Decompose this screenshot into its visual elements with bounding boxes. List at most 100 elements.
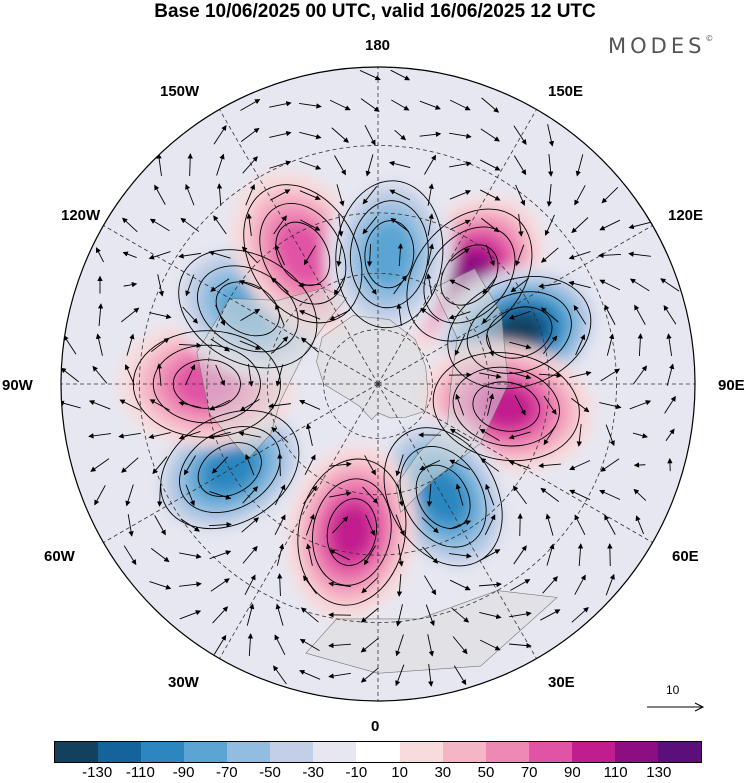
- wind-vector: [245, 453, 255, 476]
- wind-vector: [391, 99, 410, 111]
- wind-vector: [540, 609, 561, 621]
- wind-vector: [479, 428, 500, 441]
- wind-vector: [178, 252, 201, 259]
- wind-vector: [275, 364, 284, 387]
- meridian-line: [103, 383, 379, 543]
- wind-vector: [480, 159, 501, 171]
- wind-vector: [270, 277, 289, 293]
- colorbar-swatch: [356, 742, 400, 762]
- wind-vector: [577, 543, 584, 567]
- wind-vector: [209, 491, 232, 500]
- wind-vector: [329, 99, 351, 111]
- wind-vector: [213, 634, 227, 655]
- wind-vector: [240, 99, 261, 111]
- wind-vector: [274, 244, 285, 266]
- wind-vector: [300, 219, 321, 231]
- wind-vector: [156, 363, 163, 386]
- colorbar-tick-label: 70: [520, 764, 538, 781]
- wind-vector: [455, 483, 464, 506]
- wind-vector: [538, 283, 561, 289]
- wind-vector: [157, 274, 165, 297]
- wind-vector: [574, 514, 586, 536]
- wind-vector: [126, 333, 135, 356]
- wind-vector: [396, 303, 402, 326]
- wind-vector: [271, 426, 289, 443]
- wind-vector: [179, 581, 202, 587]
- colorbar-swatch: [141, 742, 185, 762]
- wind-vector: [395, 634, 404, 657]
- wind-vector: [395, 664, 405, 687]
- wind-vector: [544, 214, 555, 236]
- colorbar-tick-label: -10: [345, 764, 368, 781]
- wind-vector: [419, 459, 441, 471]
- height-contour: [440, 244, 499, 306]
- wind-vector: [240, 308, 261, 321]
- wind-vector: [365, 514, 376, 536]
- wind-vector: [547, 124, 555, 147]
- wind-vector: [546, 184, 553, 207]
- colorbar-tick-label: -50: [259, 764, 281, 781]
- wind-vector: [94, 485, 106, 506]
- wind-vector: [513, 155, 527, 176]
- wind-vector: [479, 372, 502, 379]
- wind-vector: [600, 458, 620, 472]
- wind-vector: [629, 278, 650, 292]
- wind-vector: [88, 400, 111, 410]
- wind-vector: [487, 393, 495, 416]
- wind-vector: [571, 397, 590, 413]
- wind-vector: [180, 518, 200, 532]
- wind-vector: [123, 545, 137, 566]
- wind-vector: [571, 217, 589, 234]
- wind-vector: [397, 544, 404, 567]
- wind-vector: [453, 665, 467, 686]
- wind-vector: [600, 368, 621, 382]
- wind-vector: [421, 517, 439, 534]
- wind-vector: [637, 333, 644, 357]
- wind-vector: [328, 672, 351, 679]
- wind-vector: [601, 186, 619, 204]
- label-180: 180: [365, 37, 391, 54]
- wind-vector: [180, 217, 200, 232]
- wind-vector: [299, 669, 321, 680]
- wind-vector: [599, 219, 621, 231]
- colorbar-tick-label: 110: [603, 764, 628, 781]
- wind-vector: [598, 252, 622, 259]
- wind-vector: [510, 277, 529, 293]
- wind-vector: [244, 574, 256, 595]
- anomaly-band: [364, 220, 415, 288]
- land-layer: [196, 268, 558, 674]
- wind-vector: [365, 154, 374, 177]
- wind-vector: [277, 453, 283, 477]
- latitude-circle: [266, 272, 490, 496]
- wind-vector: [512, 485, 527, 505]
- label-30e: 30E: [548, 674, 575, 691]
- wind-vector: [269, 101, 292, 108]
- wind-vector: [61, 400, 81, 409]
- wind-vector: [569, 460, 591, 471]
- label-30w: 30W: [168, 674, 199, 691]
- wind-vector: [426, 484, 433, 507]
- height-contour: [178, 249, 318, 369]
- wind-vector: [241, 246, 258, 264]
- wind-vector: [328, 642, 352, 649]
- wind-vector: [424, 154, 436, 175]
- wind-vector: [329, 461, 352, 467]
- wind-vector: [481, 97, 500, 113]
- wind-vector: [664, 395, 676, 414]
- label-150w: 150W: [160, 83, 200, 100]
- colorbar-tick-label: -130: [82, 764, 113, 781]
- wind-vector: [334, 275, 346, 296]
- wind-vector: [395, 454, 404, 477]
- wind-vector: [208, 521, 232, 528]
- meridian-line: [219, 109, 379, 385]
- polar-map: [60, 66, 696, 702]
- wind-vector: [215, 364, 226, 386]
- wind-vector: [508, 460, 531, 469]
- height-contour: [326, 498, 378, 566]
- wind-vector: [479, 612, 502, 620]
- wind-vector: [124, 364, 135, 386]
- wind-vector: [247, 364, 254, 387]
- wind-vector: [486, 334, 495, 357]
- wind-vectors: [61, 69, 680, 687]
- wind-vector: [666, 363, 675, 386]
